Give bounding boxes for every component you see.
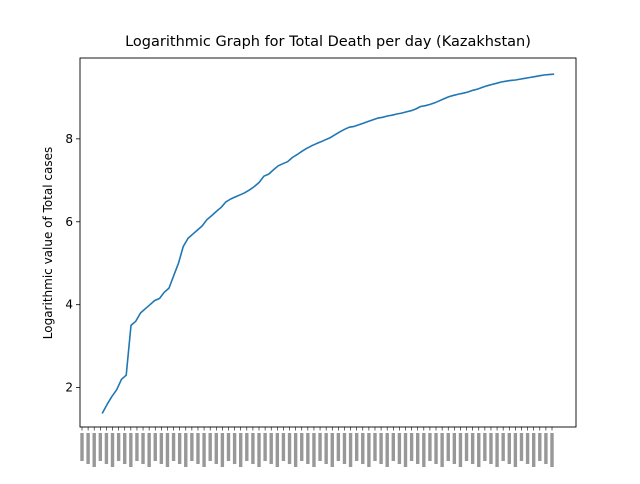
- y-tick-label: 6: [65, 215, 73, 229]
- y-tick-label: 8: [65, 132, 73, 146]
- y-axis-label: Logarithmic value of Total cases: [41, 146, 55, 340]
- series-line: [101, 73, 555, 414]
- plot-frame: [79, 57, 577, 428]
- y-tick-group: 2 4 6 8: [65, 132, 80, 395]
- y-tick-label: 4: [65, 298, 73, 312]
- y-tick-label: 2: [65, 381, 73, 395]
- plot-background: [80, 58, 576, 427]
- x-tick-group: [80, 427, 554, 467]
- chart-title: Logarithmic Graph for Total Death per da…: [125, 34, 531, 50]
